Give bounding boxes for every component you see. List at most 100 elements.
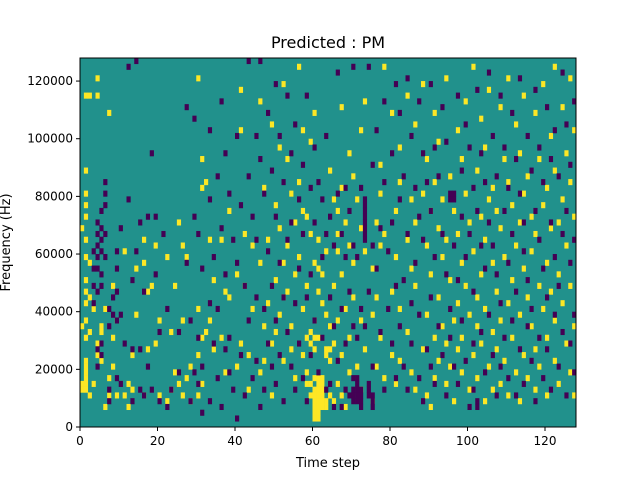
heatmap-cell-low (138, 386, 143, 393)
heatmap-cell-low (103, 202, 108, 209)
heatmap-cell-high (176, 219, 182, 226)
heatmap-cell-low (374, 265, 379, 272)
heatmap-cell-low (432, 254, 437, 261)
heatmap-cell-low (176, 369, 182, 376)
heatmap-cell-low (107, 398, 112, 405)
heatmap-cell-low (568, 161, 573, 168)
heatmap-cell-low (483, 265, 488, 272)
heatmap-cell-low (293, 121, 298, 128)
heatmap-cell-low (355, 380, 360, 387)
heatmap-cell-low (510, 230, 515, 238)
heatmap-cell-low (366, 288, 371, 295)
x-axis-label: Time step (295, 456, 360, 471)
heatmap-cell-low (343, 184, 348, 191)
heatmap-cell-low (362, 225, 368, 232)
heatmap-cell-low (359, 386, 364, 393)
heatmap-cell-low (417, 375, 422, 382)
heatmap-cell-low (479, 328, 484, 336)
heatmap-cell-high (483, 236, 488, 243)
heatmap-cell-high (111, 334, 116, 341)
heatmap-cell-high (269, 392, 275, 399)
heatmap-cell-low (320, 334, 325, 341)
heatmap-cell-high (142, 259, 147, 266)
heatmap-cell-high (83, 92, 89, 99)
heatmap-cell-high (347, 242, 352, 249)
heatmap-cell-low (304, 398, 309, 405)
heatmap-cell-high (533, 109, 538, 116)
heatmap-cell-high (196, 392, 201, 399)
heatmap-cell-low (467, 230, 472, 238)
heatmap-cell-high (273, 328, 278, 336)
heatmap-cell-high (347, 150, 352, 157)
heatmap-cell-low (192, 369, 197, 376)
heatmap-cell-low (223, 346, 228, 353)
heatmap-cell-high (95, 352, 100, 359)
heatmap-cell-low (498, 363, 503, 370)
heatmap-cell-low (362, 230, 368, 238)
heatmap-cell-low (405, 75, 410, 82)
heatmap-cell-low (130, 346, 135, 353)
heatmap-cell-high (331, 340, 337, 347)
heatmap-cell-high (324, 398, 329, 405)
heatmap-cell-high (440, 196, 445, 203)
heatmap-cell-low (266, 340, 271, 347)
heatmap-cell-high (548, 132, 554, 140)
heatmap-cell-low (122, 340, 127, 347)
heatmap-cell-high (397, 357, 402, 364)
heatmap-cell-high (494, 288, 499, 295)
heatmap-cell-high (95, 340, 100, 347)
heatmap-cell-low (386, 248, 391, 255)
heatmap-cell-high (471, 63, 476, 70)
heatmap-cell-high (529, 323, 534, 330)
heatmap-cell-low (149, 386, 154, 393)
heatmap-cell-low (370, 392, 375, 399)
heatmap-cell-low (262, 386, 267, 393)
heatmap-cell-low (390, 340, 395, 347)
heatmap-cell-low (362, 196, 368, 203)
heatmap-cell-high (328, 346, 333, 353)
heatmap-cell-low (184, 259, 189, 266)
heatmap-cell-low (277, 352, 282, 359)
heatmap-cell-high (424, 311, 430, 318)
heatmap-cell-high (103, 305, 108, 312)
heatmap-cell-high (413, 219, 418, 226)
heatmap-cell-high (130, 386, 135, 393)
heatmap-cell-high (316, 403, 321, 411)
heatmap-cell-low (494, 271, 499, 278)
heatmap-cell-low (331, 323, 337, 330)
heatmap-cell-low (207, 398, 213, 405)
heatmap-cell-low (250, 375, 255, 382)
heatmap-cell-high (475, 167, 480, 174)
y-tick-label: 100000 (27, 132, 73, 146)
heatmap-cell-high (235, 271, 240, 278)
heatmap-cell-low (258, 403, 263, 411)
heatmap-cell-low (126, 196, 131, 203)
heatmap-cell-low (359, 392, 364, 399)
y-axis: 0 20000 40000 60000 80000 100000 120000 (27, 74, 80, 434)
heatmap-cell-high (304, 213, 309, 220)
heatmap-cell-high (378, 190, 383, 197)
heatmap-cell-high (514, 242, 519, 249)
heatmap-cell-high (432, 179, 437, 186)
heatmap-cell-high (83, 317, 89, 324)
heatmap-cell-low (560, 328, 565, 336)
heatmap-cell-low (510, 109, 515, 116)
heatmap-cell-low (95, 265, 100, 272)
heatmap-cell-low (196, 334, 201, 341)
heatmap-cell-low (347, 207, 352, 214)
heatmap-cell-high (262, 184, 267, 191)
heatmap-cell-high (428, 271, 433, 278)
heatmap-cell-low (262, 305, 267, 312)
heatmap-cell-low (537, 236, 542, 243)
heatmap-cell-low (328, 213, 333, 220)
heatmap-cell-high (374, 219, 379, 226)
heatmap-cell-low (285, 92, 290, 99)
heatmap-cell-low (107, 305, 112, 312)
heatmap-cell-high (83, 277, 89, 284)
heatmap-cell-low (331, 403, 337, 411)
heatmap-cell-high (277, 311, 282, 318)
heatmap-cell-low (517, 346, 523, 353)
heatmap-cell-high (312, 398, 317, 405)
heatmap-cell-low (572, 236, 577, 243)
heatmap-cell-low (529, 357, 534, 364)
